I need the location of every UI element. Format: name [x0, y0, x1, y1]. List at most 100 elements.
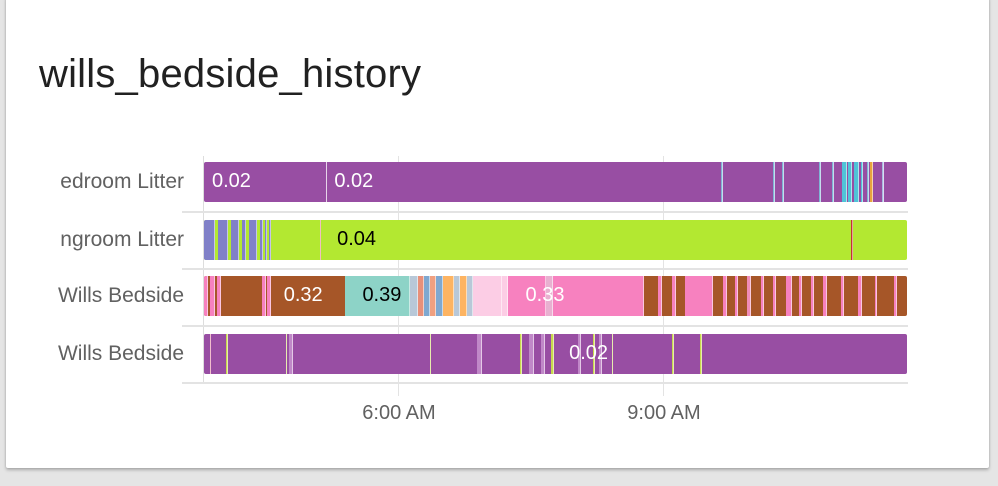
timeline-segment[interactable] — [225, 334, 228, 374]
segment-value-label: 0.02 — [334, 170, 374, 192]
segment-value-label: 0.33 — [525, 284, 565, 306]
timeline-segment[interactable] — [811, 276, 815, 316]
timeline-segment[interactable] — [853, 162, 860, 202]
timeline-segment[interactable] — [545, 276, 553, 316]
segment-value-label: 0.02 — [569, 342, 609, 364]
timeline-segment[interactable] — [218, 220, 228, 260]
timeline-segment[interactable] — [435, 276, 443, 316]
timeline-segment[interactable] — [472, 276, 503, 316]
timeline-segment[interactable] — [860, 162, 864, 202]
segment-value-label: 0.02 — [212, 170, 251, 192]
timeline-segment[interactable] — [466, 276, 473, 316]
row-label-text: edroom Litter — [60, 170, 184, 193]
timeline-segment[interactable] — [430, 276, 436, 316]
timeline-segment[interactable] — [552, 276, 645, 316]
timeline-segment[interactable] — [611, 334, 614, 374]
timeline-segment[interactable] — [443, 276, 455, 316]
timeline-segment[interactable] — [822, 276, 827, 316]
timeline-segment[interactable] — [424, 276, 431, 316]
timeline-segment[interactable] — [409, 276, 419, 316]
timeline-segment[interactable] — [773, 276, 777, 316]
x-tick-label: 9:00 AM — [627, 402, 701, 424]
timeline-segment[interactable] — [216, 276, 221, 316]
timeline-segment[interactable] — [204, 334, 907, 374]
timeline-segment[interactable] — [684, 276, 713, 316]
card-title: wills_bedside_history — [39, 52, 422, 96]
timeline-segment[interactable] — [520, 334, 522, 374]
timeline-segment[interactable] — [551, 334, 555, 374]
timeline-segment[interactable] — [265, 220, 268, 260]
timeline-segment[interactable] — [267, 276, 272, 316]
timeline-segment[interactable] — [459, 276, 467, 316]
timeline-segment[interactable] — [894, 276, 898, 316]
timeline-segment[interactable] — [850, 220, 853, 260]
timeline-segment[interactable] — [700, 334, 703, 374]
timeline-segment[interactable] — [672, 276, 677, 316]
row-label: Wills Bedside — [20, 342, 184, 366]
timeline-segment[interactable] — [319, 220, 322, 260]
segment-value-label: 0.04 — [337, 228, 377, 250]
timeline-segment[interactable] — [325, 162, 327, 202]
timeline-segment[interactable] — [528, 334, 535, 374]
timeline-segment[interactable] — [735, 276, 739, 316]
timeline-segment[interactable] — [599, 334, 602, 374]
timeline-segment[interactable] — [882, 162, 885, 202]
timeline-segment[interactable] — [658, 276, 663, 316]
timeline-segment[interactable] — [502, 276, 508, 316]
row-label: ngroom Litter — [20, 228, 184, 252]
timeline-segment[interactable] — [781, 162, 784, 202]
segment-value-label: 0.39 — [362, 284, 402, 306]
timeline-segment[interactable] — [722, 276, 728, 316]
timeline-segment[interactable] — [672, 334, 674, 374]
timeline-bar[interactable]: 0.32 0.39 0.33 — [204, 276, 907, 316]
timeline-segment[interactable] — [476, 334, 483, 374]
timeline-bar[interactable]: 0.02 — [204, 334, 907, 374]
row-divider — [182, 211, 908, 213]
timeline-segment[interactable] — [842, 162, 847, 202]
row-divider — [182, 325, 908, 327]
timeline-segment[interactable] — [874, 276, 878, 316]
timeline-segment[interactable] — [204, 220, 907, 260]
timeline-segment[interactable] — [746, 276, 751, 316]
timeline-segment[interactable] — [210, 276, 215, 316]
timeline-segment[interactable] — [261, 276, 266, 316]
timeline-segment[interactable] — [209, 334, 211, 374]
timeline-segment[interactable] — [840, 276, 844, 316]
row-label-text: Wills Bedside — [57, 284, 184, 307]
timeline-segment[interactable] — [831, 162, 834, 202]
y-axis-line — [203, 156, 204, 384]
timeline-segment[interactable] — [248, 220, 258, 260]
timeline-segment[interactable] — [870, 162, 874, 202]
timeline-segment[interactable] — [454, 276, 460, 316]
timeline-segment[interactable] — [289, 334, 293, 374]
timeline-segment[interactable] — [798, 276, 802, 316]
timeline-segment[interactable] — [285, 334, 287, 374]
row-label-text: Wills Bedside — [57, 342, 184, 365]
timeline-segment[interactable] — [593, 334, 595, 374]
timeline-segment[interactable] — [204, 162, 907, 202]
timeline-segment[interactable] — [773, 162, 776, 202]
timeline-segment[interactable] — [418, 276, 425, 316]
timeline-segment[interactable] — [269, 220, 272, 260]
timeline-bar[interactable]: 0.02 0.02 — [204, 162, 907, 202]
timeline-bar[interactable]: 0.04 — [204, 220, 907, 260]
timeline-segment[interactable] — [847, 162, 853, 202]
timeline-segment[interactable] — [345, 276, 410, 316]
timeline-segment[interactable] — [857, 276, 862, 316]
timeline-segment[interactable] — [866, 162, 869, 202]
timeline-segment[interactable] — [204, 220, 216, 260]
timeline-segment[interactable] — [241, 220, 247, 260]
timeline-segment[interactable] — [721, 162, 724, 202]
timeline-segment[interactable] — [230, 220, 240, 260]
x-tick-label: 6:00 AM — [362, 402, 436, 424]
timeline-segment[interactable] — [760, 276, 764, 316]
timeline-segment[interactable] — [541, 334, 545, 374]
timeline-segment[interactable] — [507, 276, 546, 316]
timeline-segment[interactable] — [577, 334, 581, 374]
timeline-segment[interactable] — [429, 334, 432, 374]
timeline-segment[interactable] — [260, 220, 264, 260]
timeline-segment[interactable] — [786, 276, 792, 316]
row-label: Wills Bedside — [20, 284, 184, 308]
timeline-segment[interactable] — [204, 276, 209, 316]
timeline-segment[interactable] — [819, 162, 821, 202]
